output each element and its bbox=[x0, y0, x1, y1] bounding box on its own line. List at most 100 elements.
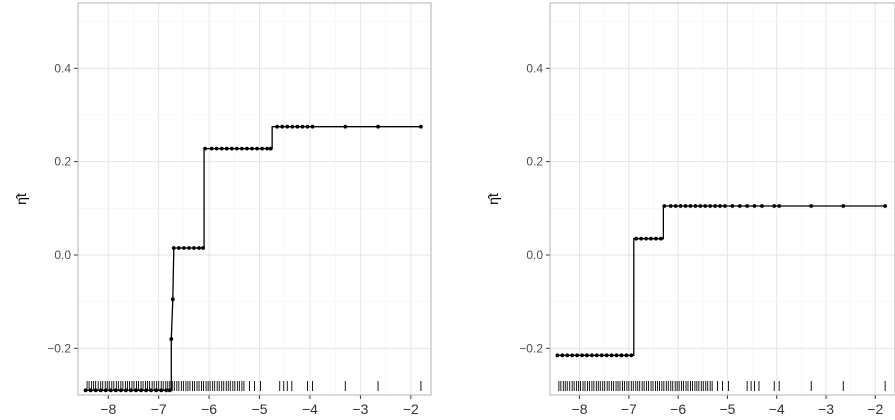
data-point bbox=[698, 204, 703, 208]
x-tick-label: −2 bbox=[867, 401, 883, 417]
data-point bbox=[654, 236, 658, 241]
data-point bbox=[555, 353, 560, 358]
x-tick-label: −8 bbox=[572, 401, 588, 417]
y-tick-label: −0.2 bbox=[519, 341, 543, 355]
data-point bbox=[201, 246, 205, 250]
data-point bbox=[214, 146, 219, 151]
data-point bbox=[713, 204, 718, 208]
panel-background bbox=[78, 3, 431, 395]
data-point bbox=[609, 353, 614, 358]
data-point bbox=[124, 388, 128, 393]
data-point bbox=[187, 246, 191, 250]
data-point bbox=[589, 353, 594, 358]
data-point bbox=[673, 204, 678, 208]
data-point bbox=[134, 388, 138, 393]
data-point bbox=[113, 388, 118, 393]
x-tick-label: −2 bbox=[403, 401, 419, 417]
data-point bbox=[268, 146, 273, 151]
data-point bbox=[594, 353, 599, 358]
data-point bbox=[723, 204, 727, 208]
data-point bbox=[219, 146, 224, 151]
data-point bbox=[662, 204, 667, 208]
data-point bbox=[197, 246, 201, 250]
panel-background bbox=[550, 3, 895, 395]
data-point bbox=[752, 204, 757, 208]
data-point bbox=[708, 204, 713, 208]
y-tick-label: −0.2 bbox=[47, 341, 71, 355]
data-point bbox=[209, 146, 214, 151]
data-point bbox=[129, 388, 133, 393]
data-point bbox=[760, 204, 764, 208]
data-point bbox=[300, 124, 305, 129]
data-point bbox=[644, 236, 649, 241]
data-point bbox=[343, 124, 348, 129]
data-point bbox=[730, 204, 735, 208]
data-point bbox=[170, 297, 175, 302]
data-point bbox=[255, 146, 259, 151]
data-point bbox=[108, 388, 113, 393]
data-point bbox=[239, 146, 244, 151]
panel-border bbox=[549, 2, 895, 396]
data-point bbox=[745, 204, 750, 208]
data-point bbox=[570, 353, 575, 358]
x-tick-label: −3 bbox=[818, 401, 834, 417]
data-point bbox=[260, 146, 264, 151]
data-point bbox=[419, 124, 423, 129]
data-point bbox=[718, 204, 722, 208]
data-point bbox=[192, 246, 196, 250]
data-point bbox=[629, 353, 634, 358]
data-point bbox=[167, 388, 172, 393]
y-tick-label: 0.2 bbox=[526, 155, 543, 169]
data-point bbox=[139, 388, 143, 393]
data-point bbox=[234, 146, 239, 151]
chart-panel-2: −0.2 0.0 0.2 0.4 −8 −7 −6 −5 −4 −3 −2 η̂t bbox=[485, 2, 895, 417]
data-point bbox=[624, 353, 629, 358]
data-point bbox=[98, 388, 103, 393]
data-point bbox=[658, 236, 663, 241]
data-point bbox=[103, 388, 108, 393]
data-point bbox=[305, 124, 310, 129]
data-point bbox=[693, 204, 698, 208]
chart-panel-1: −0.2 0.0 0.2 0.4 −8 −7 −6 −5 −4 −3 −2 η̂t bbox=[13, 2, 432, 417]
data-point bbox=[737, 204, 742, 208]
data-point bbox=[265, 146, 270, 151]
data-point bbox=[245, 146, 249, 151]
data-point bbox=[604, 353, 609, 358]
data-point bbox=[229, 146, 234, 151]
x-tick-label: −7 bbox=[151, 401, 167, 417]
x-tick-label: −5 bbox=[719, 401, 735, 417]
data-point bbox=[688, 204, 693, 208]
x-tick-label: −4 bbox=[769, 401, 785, 417]
x-tick-label: −5 bbox=[252, 401, 268, 417]
data-point bbox=[154, 388, 159, 393]
data-point bbox=[144, 388, 148, 393]
data-point bbox=[575, 353, 580, 358]
y-tick-label: 0.2 bbox=[54, 155, 71, 169]
data-point bbox=[164, 388, 169, 393]
x-tick-label: −6 bbox=[201, 401, 217, 417]
data-point bbox=[841, 204, 846, 208]
data-point bbox=[93, 388, 98, 393]
data-point bbox=[88, 388, 93, 393]
data-point bbox=[619, 353, 624, 358]
data-point bbox=[599, 353, 604, 358]
data-point bbox=[668, 204, 673, 208]
data-point bbox=[275, 124, 280, 129]
y-tick-label: 0.0 bbox=[526, 248, 543, 262]
data-point bbox=[224, 146, 229, 151]
data-point bbox=[639, 236, 644, 241]
x-tick-label: −7 bbox=[621, 401, 637, 417]
data-point bbox=[118, 388, 123, 393]
data-point bbox=[772, 204, 777, 208]
y-tick-label: 0.4 bbox=[526, 61, 543, 75]
y-axis-title: η̂t bbox=[13, 193, 29, 205]
data-point bbox=[649, 236, 653, 241]
y-tick-label: 0.0 bbox=[54, 248, 71, 262]
x-tick-label: −4 bbox=[302, 401, 318, 417]
data-point bbox=[182, 246, 186, 250]
data-point bbox=[295, 124, 300, 129]
data-point bbox=[678, 204, 683, 208]
x-tick-label: −8 bbox=[100, 401, 116, 417]
data-point bbox=[376, 124, 380, 129]
